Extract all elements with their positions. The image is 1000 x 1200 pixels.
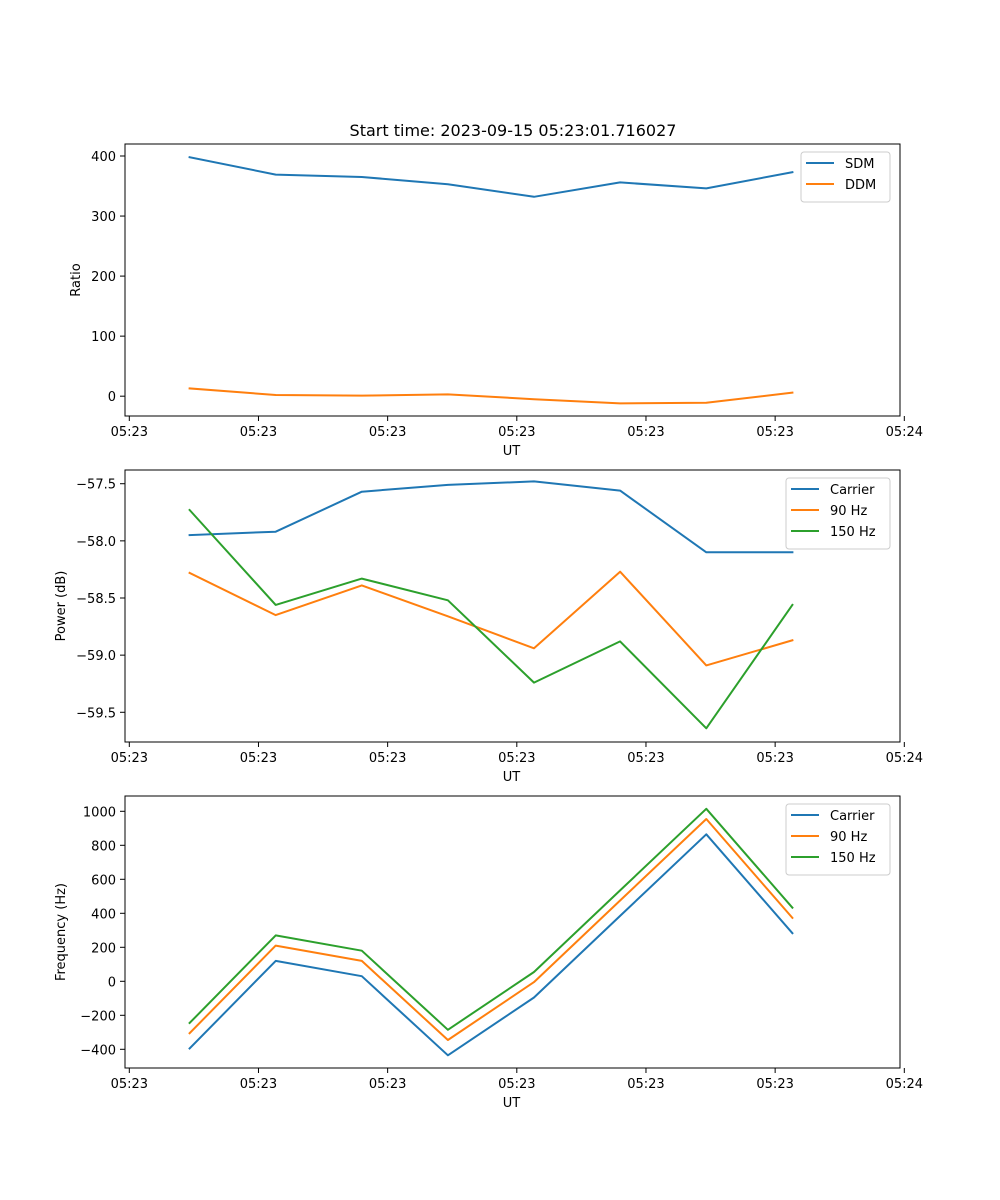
panels: 05:23 05:23 05:23 05:23 05:23 05:23 05:24 UT 0 10… <box>54 143 923 1111</box>
x-tick-label: 05:23 <box>240 1077 277 1092</box>
x-tick-label: 05:23 <box>111 425 148 440</box>
series-line-ddm <box>188 387 794 405</box>
y-axis-label: Power (dB) <box>54 571 69 642</box>
axes-frame <box>124 143 901 417</box>
legend-label: 90 Hz <box>830 504 867 519</box>
ratio-panel: 05:23 05:23 05:23 05:23 05:23 05:23 05:24 UT 0 10… <box>69 143 923 459</box>
y-tick-label: −58.5 <box>76 592 116 607</box>
x-tick-label: 05:23 <box>756 425 793 440</box>
legend-label: Carrier <box>830 483 875 498</box>
y-tick-label: −58.0 <box>76 535 116 550</box>
y-tick-label: −200 <box>80 1009 116 1024</box>
x-tick-label: 05:23 <box>756 751 793 766</box>
x-tick-label: 05:23 <box>369 425 406 440</box>
frequency-panel: 05:23 05:23 05:23 05:23 05:23 05:23 05:24 UT −40… <box>54 795 923 1111</box>
x-tick-label: 05:24 <box>886 425 923 440</box>
y-tick-label: 300 <box>91 210 116 225</box>
series-line-90-hz <box>188 818 794 1041</box>
x-tick-label: 05:24 <box>886 751 923 766</box>
y-tick-label: 100 <box>91 330 116 345</box>
y-tick-label: 200 <box>91 941 116 956</box>
y-tick-label: 400 <box>91 150 116 165</box>
x-tick-label: 05:23 <box>627 751 664 766</box>
series-line-carrier <box>188 480 794 554</box>
legend: Carrier 90 Hz 150 Hz <box>785 803 891 876</box>
y-tick-label: −59.5 <box>76 706 116 721</box>
y-tick-label: −57.5 <box>76 478 116 493</box>
x-tick-label: 05:23 <box>111 1077 148 1092</box>
y-axis-label: Frequency (Hz) <box>54 883 69 981</box>
y-tick-label: 200 <box>91 270 116 285</box>
series-line-sdm <box>188 156 794 198</box>
y-tick-label: 600 <box>91 873 116 888</box>
x-axis-label: UT <box>503 1096 521 1111</box>
legend: SDM DDM <box>800 151 891 203</box>
chart-title: Start time: 2023-09-15 05:23:01.716027 <box>350 121 677 140</box>
x-axis-label: UT <box>503 444 521 459</box>
series-line-150-hz <box>188 508 794 730</box>
y-tick-label: −400 <box>80 1043 116 1058</box>
y-tick-label: −59.0 <box>76 649 116 664</box>
x-tick-label: 05:23 <box>240 425 277 440</box>
x-tick-label: 05:23 <box>627 425 664 440</box>
y-axis-label: Ratio <box>69 263 84 296</box>
series-line-150-hz <box>188 807 794 1031</box>
x-axis-label: UT <box>503 770 521 785</box>
x-tick-label: 05:23 <box>498 1077 535 1092</box>
series-line-90-hz <box>188 570 794 667</box>
y-tick-label: 400 <box>91 907 116 922</box>
x-tick-label: 05:24 <box>886 1077 923 1092</box>
x-tick-label: 05:23 <box>498 751 535 766</box>
y-tick-label: 1000 <box>83 805 116 820</box>
x-tick-label: 05:23 <box>111 751 148 766</box>
power-panel: 05:23 05:23 05:23 05:23 05:23 05:23 05:24 UT −59… <box>54 469 923 785</box>
y-tick-label: 0 <box>108 975 116 990</box>
legend-label: 150 Hz <box>830 525 876 540</box>
legend-label: SDM <box>845 157 874 172</box>
x-tick-label: 05:23 <box>240 751 277 766</box>
legend-label: DDM <box>845 178 876 193</box>
legend-label: Carrier <box>830 809 875 824</box>
y-tick-label: 0 <box>108 390 116 405</box>
legend-box <box>800 151 891 203</box>
axes-frame <box>124 795 901 1069</box>
x-tick-label: 05:23 <box>756 1077 793 1092</box>
y-tick-label: 800 <box>91 839 116 854</box>
x-tick-label: 05:23 <box>369 751 406 766</box>
x-tick-label: 05:23 <box>627 1077 664 1092</box>
axes-frame <box>124 469 901 743</box>
series-line-carrier <box>188 833 794 1057</box>
x-tick-label: 05:23 <box>369 1077 406 1092</box>
x-tick-label: 05:23 <box>498 425 535 440</box>
legend: Carrier 90 Hz 150 Hz <box>785 477 891 550</box>
legend-label: 90 Hz <box>830 830 867 845</box>
legend-label: 150 Hz <box>830 851 876 866</box>
